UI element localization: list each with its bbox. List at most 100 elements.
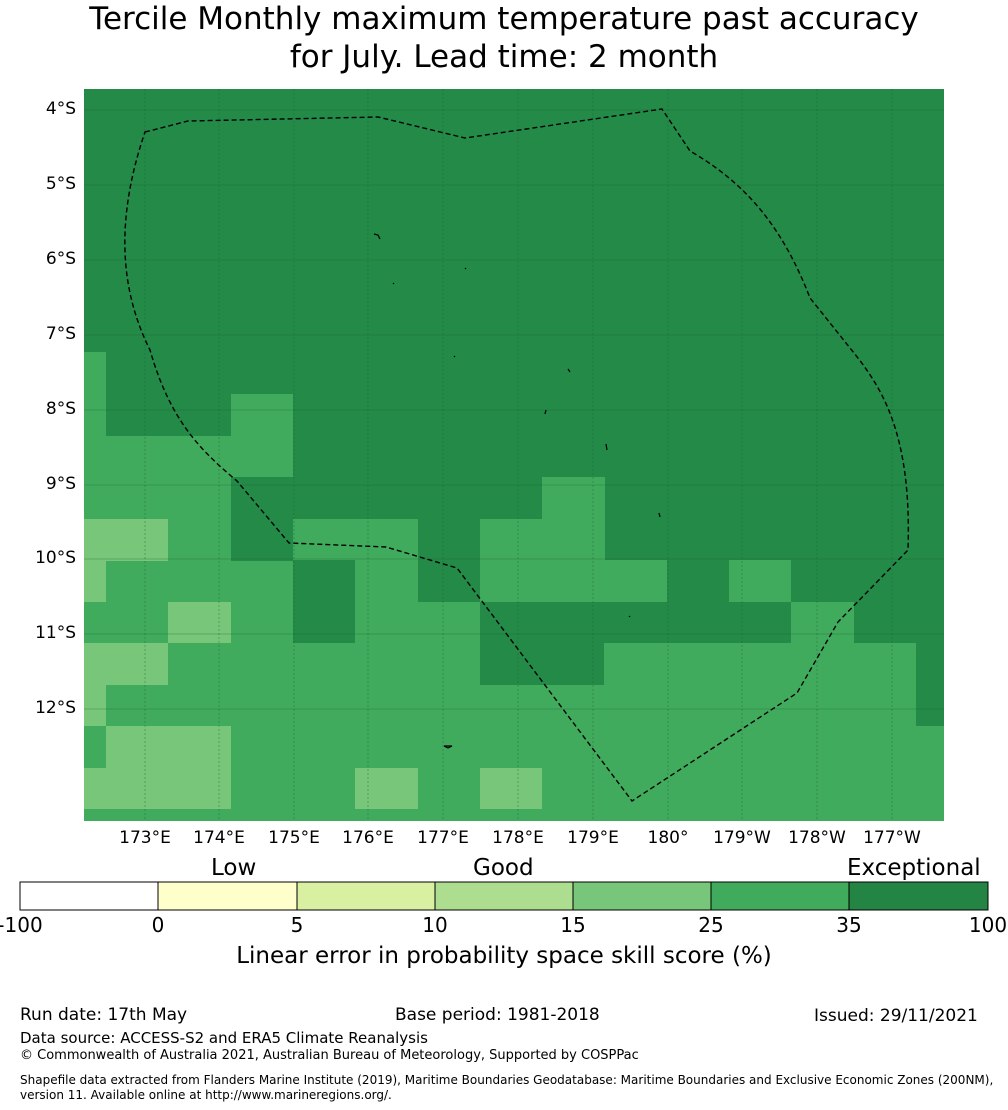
skill-cell (604, 643, 916, 821)
skill-cell (293, 519, 418, 560)
longitude-label: 179°E (567, 828, 619, 848)
latitude-label: 10°S (35, 548, 76, 568)
skill-cell (84, 726, 106, 768)
skill-cell (605, 560, 667, 602)
colorbar-tick: 10 (422, 913, 448, 937)
skill-cell (84, 809, 231, 821)
skill-cell (480, 809, 542, 821)
colorbar-tick: 35 (836, 913, 862, 937)
skill-cell (355, 809, 418, 821)
skill-cell (84, 643, 168, 685)
skill-cell (355, 768, 418, 809)
longitude-label: 176°E (342, 828, 394, 848)
skill-cell (542, 477, 605, 602)
skill-cell (168, 602, 231, 643)
skill-cell (106, 685, 293, 726)
colorbar-segment (572, 881, 712, 911)
skill-cell (231, 561, 293, 643)
latitude-label: 9°S (45, 474, 76, 494)
longitude-label: 177°E (417, 828, 469, 848)
colorbar-tick: 100 (968, 913, 1008, 937)
skill-cell (791, 602, 854, 643)
latitude-label: 11°S (35, 623, 76, 643)
island (453, 355, 456, 358)
colorbar-category-exceptional: Exceptional (847, 855, 981, 881)
longitude-label: 180° (647, 828, 689, 848)
skill-cell (84, 768, 106, 809)
colorbar-segment (19, 881, 159, 911)
title-line-2: for July. Lead time: 2 month (289, 39, 719, 75)
colorbar-tick: 15 (560, 913, 586, 937)
run-date: Run date: 17th May (20, 1005, 188, 1025)
island (605, 443, 608, 451)
colorbar-tick: 0 (151, 913, 165, 937)
issued-date: Issued: 29/11/2021 (814, 1006, 978, 1026)
colorbar-label: Linear error in probability space skill … (236, 943, 772, 969)
island (464, 267, 467, 270)
island (544, 409, 547, 415)
skill-cell (84, 685, 106, 726)
latitude-label: 12°S (35, 698, 76, 718)
skill-cell (84, 561, 106, 602)
longitude-label: 178°W (788, 828, 846, 848)
skill-cell (231, 394, 293, 477)
shapefile-credit-line-2: version 11. Available online at http://w… (20, 1088, 392, 1102)
latitude-label: 8°S (45, 399, 76, 419)
skill-cell (480, 519, 542, 602)
chart-title: Tercile Monthly maximum temperature past… (0, 0, 1008, 76)
island (628, 615, 631, 618)
title-line-1: Tercile Monthly maximum temperature past… (89, 1, 919, 37)
skill-cell (106, 561, 231, 602)
colorbar-segment (157, 881, 298, 911)
skill-cell (293, 643, 418, 768)
longitude-label: 177°W (863, 828, 921, 848)
latitude-label: 7°S (45, 324, 76, 344)
colorbar-segment (296, 881, 436, 911)
colorbar-tick: -100 (0, 913, 43, 937)
colorbar-category-good: Good (473, 855, 534, 881)
copyright: © Commonwealth of Australia 2021, Austra… (20, 1048, 639, 1063)
eez-boundary (124, 108, 910, 802)
skill-cell (542, 768, 605, 821)
skill-cell (84, 519, 168, 561)
skill-cell (355, 560, 418, 643)
longitude-label: 178°E (492, 828, 544, 848)
skill-cell (293, 768, 355, 821)
skill-cell (480, 685, 604, 768)
skill-cell (480, 768, 542, 809)
island (373, 233, 381, 240)
longitude-label: 173°E (119, 828, 171, 848)
shapefile-credit-line-1: Shapefile data extracted from Flanders M… (20, 1073, 994, 1087)
skill-cell (729, 560, 791, 602)
data-source: Data source: ACCESS-S2 and ERA5 Climate … (20, 1029, 428, 1047)
skill-cell (84, 602, 168, 643)
colorbar-tick: 5 (290, 913, 304, 937)
latitude-label: 5°S (45, 174, 76, 194)
island (443, 745, 453, 749)
island (567, 368, 571, 373)
colorbar-segment (710, 881, 850, 911)
latitude-label: 6°S (45, 249, 76, 269)
map-gridlines (84, 89, 944, 821)
skill-cell (168, 643, 293, 685)
island (658, 512, 661, 518)
longitude-label: 174°E (193, 828, 245, 848)
colorbar-category-low: Low (211, 855, 257, 881)
longitude-label: 179°W (713, 828, 771, 848)
skill-cell (106, 726, 231, 809)
island (392, 282, 395, 285)
island-marks (373, 233, 661, 749)
colorbar-segment (434, 881, 574, 911)
colorbar-tick: 25 (698, 913, 724, 937)
latitude-label: 4°S (45, 99, 76, 119)
skill-score-grid (84, 89, 944, 821)
longitude-label: 175°E (268, 828, 320, 848)
skill-cell (916, 726, 944, 821)
colorbar (19, 881, 989, 911)
colorbar-segment (848, 881, 989, 911)
skill-cell (231, 726, 293, 821)
skill-cell (418, 602, 480, 821)
base-period: Base period: 1981-2018 (395, 1005, 600, 1025)
skill-cell (84, 352, 106, 437)
